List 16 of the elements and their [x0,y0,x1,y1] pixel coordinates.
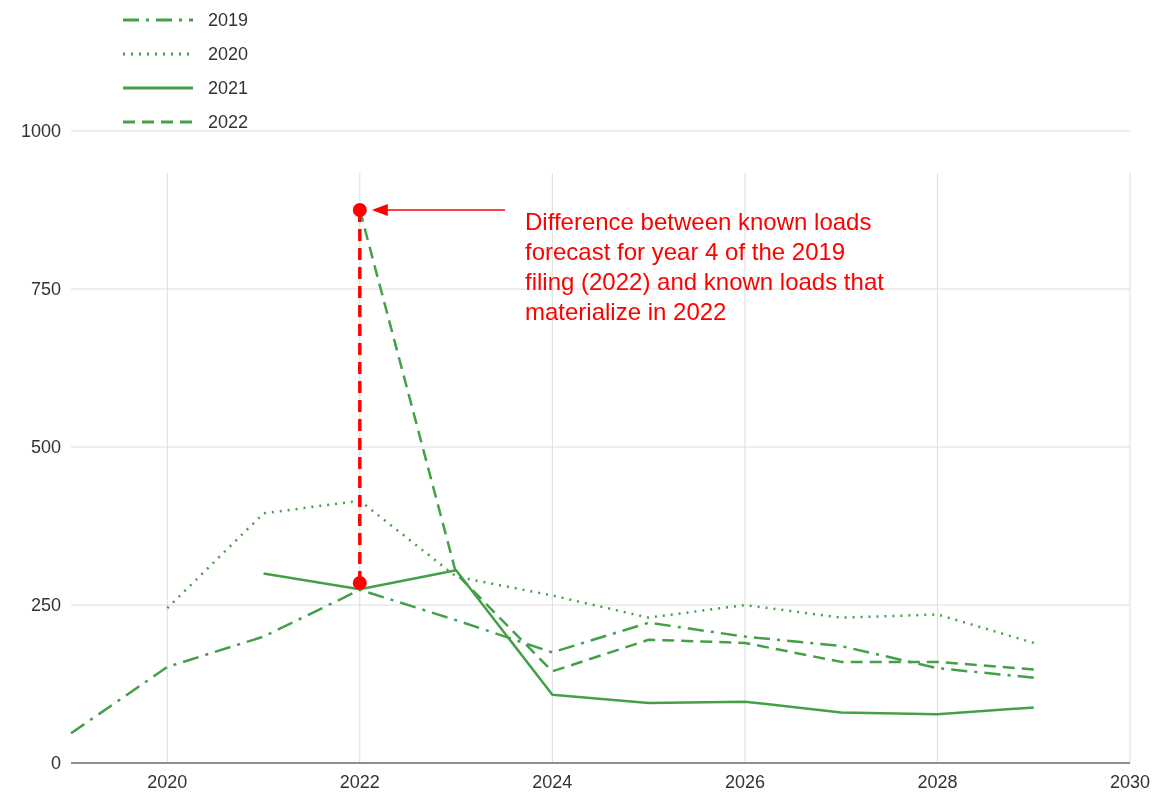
legend-label: 2022 [208,112,249,133]
y-tick-label: 750 [30,279,61,300]
x-tick-label: 2028 [917,772,958,792]
x-tick-label: 2024 [532,772,573,792]
legend-label: 2021 [208,78,249,99]
annotation: Difference between known loads forecast for year 4 of the 2019 filing (2022) and known loads that materialize in 2022 [525,208,885,325]
y-tick-label: 500 [30,437,61,458]
x-tick-label: 2030 [1109,772,1151,792]
y-tick-label: 1000 [20,121,61,142]
legend-label: 2020 [208,44,249,65]
y-tick-label: 250 [30,595,61,616]
x-tick-label: 2020 [147,772,188,792]
y-tick-label: 0 [50,753,61,774]
x-tick-label: 2026 [724,772,765,792]
legend-label: 2019 [208,10,249,31]
x-tick-label: 2022 [339,772,380,792]
